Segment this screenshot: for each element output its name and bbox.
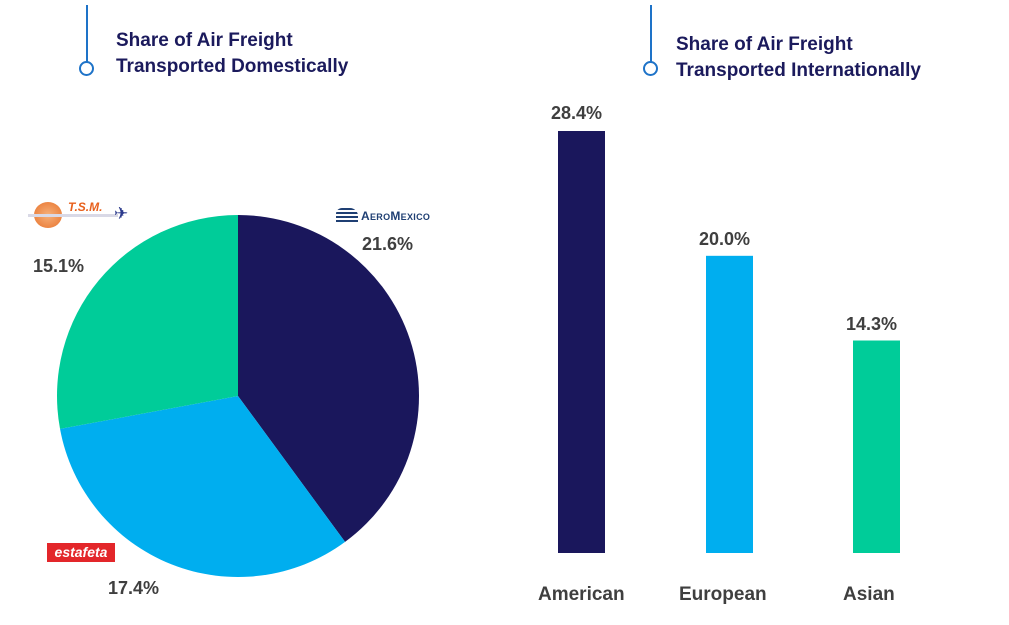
pie-title-line: Share of Air Freight [116, 30, 293, 51]
pie-label-aeromexico: 21.6% [362, 234, 414, 254]
pie-slice-aeromexico [238, 215, 420, 542]
bar-category-label: European [679, 584, 767, 605]
bar-value-label: 14.3% [846, 314, 898, 334]
tsm-logo: T.S.M. ✈ [28, 200, 133, 228]
title-accent-dot [643, 61, 658, 76]
bar-value-label: 20.0% [699, 229, 751, 249]
pie-label-tsm: 15.1% [33, 256, 85, 276]
pie-slice-estafeta [60, 396, 346, 578]
title-accent-line [86, 5, 88, 62]
pie-label-estafeta: 17.4% [108, 578, 160, 598]
bar-european [706, 255, 753, 553]
bar-title: Share of Air Freight Transported Interna… [676, 32, 921, 84]
aeromexico-logo: AEROMEXICO [336, 206, 430, 226]
bar-value-label: 28.4% [551, 103, 603, 123]
bar-asian [853, 340, 900, 553]
title-accent-dot [79, 61, 94, 76]
pie-slice-tsm [56, 215, 238, 429]
pie-title-line: Transported Domestically [116, 56, 349, 77]
bar-category-label: Asian [843, 584, 895, 605]
bar-category-label: American [538, 584, 625, 605]
bar-title-line: Share of Air Freight [676, 34, 853, 55]
bar-title-line: Transported Internationally [676, 60, 921, 81]
bar-american [558, 131, 605, 553]
title-accent-line [650, 5, 652, 62]
pie-title: Share of Air Freight Transported Domesti… [116, 28, 348, 80]
estafeta-logo: estafeta [47, 543, 115, 562]
